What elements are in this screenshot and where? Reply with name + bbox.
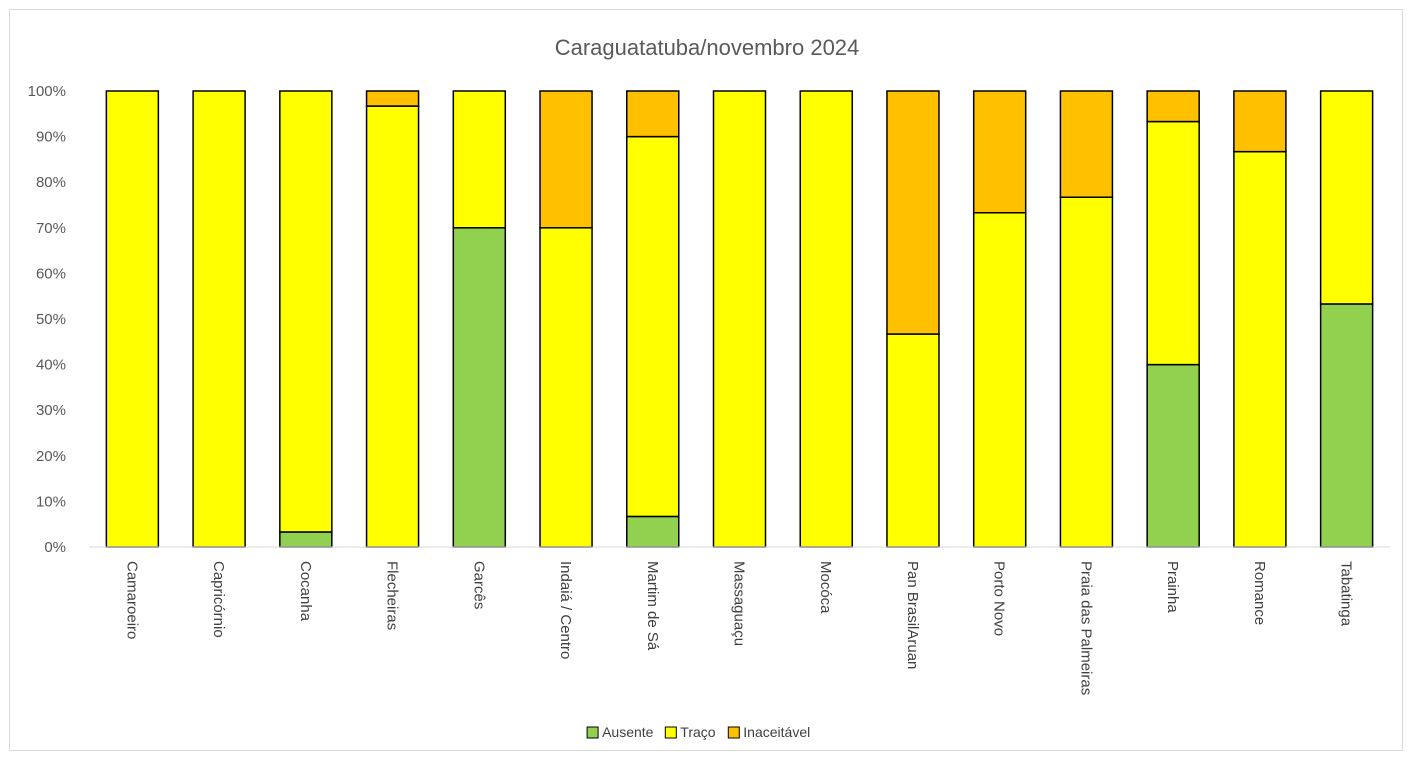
legend-swatch [664,726,677,739]
bar-segment-tra-o [539,227,593,548]
bar-segment-inaceit-vel [1146,90,1200,123]
bar-segment-tra-o [1319,90,1374,305]
legend: Ausente Traço Inaceitável [586,724,810,740]
bar-segment-tra-o [712,90,767,548]
y-tick-label: 10% [36,493,66,510]
bar-segment-inaceit-vel [365,90,420,107]
x-tick-label: Massaguaçu [731,561,748,646]
bar-segment-tra-o [279,90,333,533]
bar-segment-inaceit-vel [972,90,1027,214]
x-tick-label: Romance [1251,561,1268,625]
y-tick-label: 40% [36,357,66,374]
x-tick-label: Flecheiras [384,561,401,630]
bar-segment-tra-o [886,333,940,548]
x-tick-label: Capricórnio [210,561,227,638]
legend-swatch [727,726,740,739]
x-tick-label: Praia das Palmeiras [1077,561,1094,695]
bar-segment-inaceit-vel [1233,90,1287,153]
chart-area: Caraguatatuba/novembro 2024 0% 10% 20% 30% 4… [9,9,1403,751]
bar-segment-tra-o [105,90,160,548]
x-axis-labels: Camaroeiro Capricórnio Cocanha Flecheiras Ga… [123,561,1354,695]
legend-label: Ausente [602,724,654,740]
bar-segment-tra-o [1059,196,1114,548]
y-tick-label: 90% [36,129,66,146]
legend-label: Traço [680,724,715,740]
x-tick-label: Tabatinga [1338,561,1355,627]
x-tick-label: Garcês [470,561,487,609]
bar-segment-tra-o [972,212,1027,548]
bar-segment-tra-o [799,90,853,548]
bar-segment-ausente [279,531,333,548]
bar-segment-inaceit-vel [886,90,940,335]
y-tick-label: 60% [36,265,66,282]
bar-segment-ausente [1319,303,1374,548]
bar-segment-inaceit-vel [1059,90,1114,198]
y-tick-label: 20% [36,448,66,465]
bars [105,90,1374,548]
y-axis-labels: 0% 10% 20% 30% 40% 50% 60% 70% 80% 90% 100% [28,83,66,556]
y-tick-label: 0% [44,539,66,556]
x-tick-label: Mocóca [817,561,834,614]
x-tick-label: Pan BrasilAruan [904,561,921,669]
x-tick-label: Indaiá / Centro [557,561,574,659]
bar-segment-tra-o [452,90,507,229]
bar-segment-ausente [1146,363,1200,548]
bar-segment-tra-o [365,105,420,548]
x-tick-label: Prainha [1164,561,1181,613]
y-tick-label: 30% [36,402,66,419]
x-tick-label: Martim de Sá [644,561,661,651]
y-tick-label: 70% [36,220,66,237]
chart-title: Caraguatatuba/novembro 2024 [555,35,860,60]
x-tick-label: Cocanha [297,561,314,622]
legend-label: Inaceitável [743,724,810,740]
x-tick-label: Camaroeiro [123,561,140,639]
x-tick-label: Porto Novo [991,561,1008,636]
legend-swatch [586,726,599,739]
y-tick-label: 50% [36,311,66,328]
bar-segment-tra-o [1233,150,1287,548]
bar-segment-ausente [626,515,680,548]
bar-segment-inaceit-vel [539,90,593,229]
bar-segment-ausente [452,227,507,548]
y-tick-label: 100% [28,83,66,100]
bar-segment-tra-o [1146,120,1200,366]
y-tick-label: 80% [36,174,66,191]
bar-segment-tra-o [192,90,246,548]
bar-segment-inaceit-vel [626,90,680,138]
bar-segment-tra-o [626,135,680,518]
stacked-bar-chart: Caraguatatuba/novembro 2024 0% 10% 20% 30% 4… [28,35,1390,740]
